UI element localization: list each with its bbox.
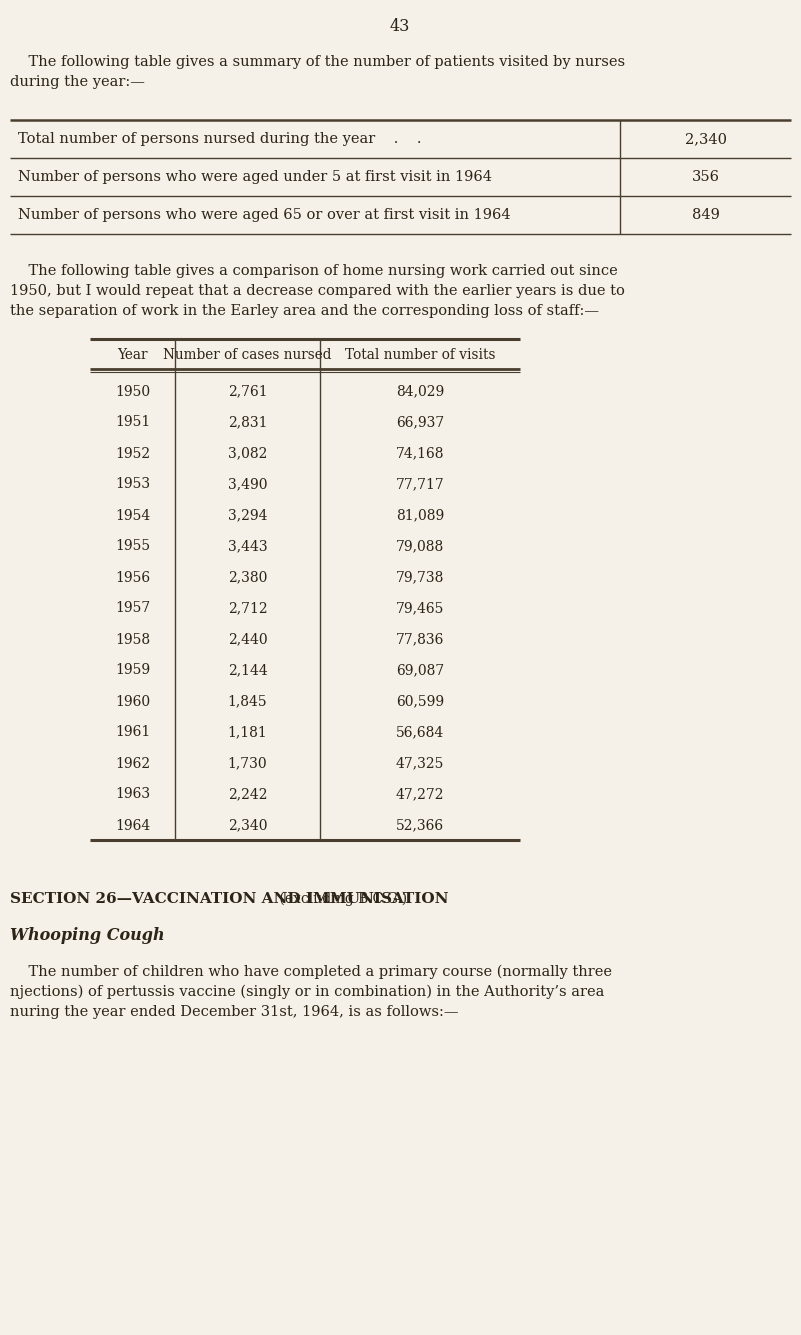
Text: 1950: 1950 [115,384,150,399]
Text: 3,082: 3,082 [227,446,268,461]
Text: 47,325: 47,325 [396,757,445,770]
Text: 56,684: 56,684 [396,725,444,740]
Text: 1954: 1954 [115,509,150,522]
Text: 2,340: 2,340 [227,818,268,833]
Text: 77,717: 77,717 [396,478,445,491]
Text: 74,168: 74,168 [396,446,445,461]
Text: 77,836: 77,836 [396,633,445,646]
Text: 1955: 1955 [115,539,150,554]
Text: Year: Year [117,348,147,362]
Text: 47,272: 47,272 [396,788,445,801]
Text: 2,340: 2,340 [685,132,727,146]
Text: 1950, but I would repeat that a decrease compared with the earlier years is due : 1950, but I would repeat that a decrease… [10,284,625,298]
Text: Number of persons who were aged under 5 at first visit in 1964: Number of persons who were aged under 5 … [18,170,492,184]
Text: 69,087: 69,087 [396,663,444,677]
Text: (excluding B.C.G.): (excluding B.C.G.) [276,892,408,906]
Text: 2,761: 2,761 [227,384,268,399]
Text: 1958: 1958 [115,633,150,646]
Text: Total number of persons nursed during the year    .    .: Total number of persons nursed during th… [18,132,421,146]
Text: 79,465: 79,465 [396,602,445,615]
Text: njections) of pertussis vaccine (singly or in combination) in the Authority’s ar: njections) of pertussis vaccine (singly … [10,985,605,1000]
Text: 356: 356 [691,170,719,184]
Text: 849: 849 [691,208,719,222]
Text: 1,181: 1,181 [227,725,268,740]
Text: 79,738: 79,738 [396,570,445,585]
Text: 84,029: 84,029 [396,384,444,399]
Text: 2,712: 2,712 [227,602,268,615]
Text: 1,845: 1,845 [227,694,268,709]
Text: 3,443: 3,443 [227,539,268,554]
Text: 2,144: 2,144 [227,663,268,677]
Text: 1,730: 1,730 [227,757,268,770]
Text: 1959: 1959 [115,663,150,677]
Text: The following table gives a summary of the number of patients visited by nurses: The following table gives a summary of t… [10,55,625,69]
Text: 79,088: 79,088 [396,539,444,554]
Text: nuring the year ended December 31st, 1964, is as follows:—: nuring the year ended December 31st, 196… [10,1005,458,1019]
Text: 3,294: 3,294 [227,509,268,522]
Text: the separation of work in the Earley area and the corresponding loss of staff:—: the separation of work in the Earley are… [10,304,599,318]
Text: Whooping Cough: Whooping Cough [10,926,165,944]
Text: 2,242: 2,242 [227,788,268,801]
Text: 60,599: 60,599 [396,694,444,709]
Text: 1962: 1962 [115,757,150,770]
Text: 81,089: 81,089 [396,509,444,522]
Text: 3,490: 3,490 [227,478,268,491]
Text: 1963: 1963 [115,788,150,801]
Text: 52,366: 52,366 [396,818,444,833]
Text: 2,831: 2,831 [227,415,268,430]
Text: 2,440: 2,440 [227,633,268,646]
Text: The number of children who have completed a primary course (normally three: The number of children who have complete… [10,965,612,980]
Text: The following table gives a comparison of home nursing work carried out since: The following table gives a comparison o… [10,264,618,278]
Text: 66,937: 66,937 [396,415,444,430]
Text: SECTION 26—VACCINATION AND IMMUNISATION: SECTION 26—VACCINATION AND IMMUNISATION [10,892,449,906]
Text: 1953: 1953 [115,478,150,491]
Text: 2,380: 2,380 [227,570,268,585]
Text: Total number of visits: Total number of visits [344,348,495,362]
Text: 1964: 1964 [115,818,150,833]
Text: 1956: 1956 [115,570,150,585]
Text: 1961: 1961 [115,725,150,740]
Text: Number of persons who were aged 65 or over at first visit in 1964: Number of persons who were aged 65 or ov… [18,208,510,222]
Text: 1957: 1957 [115,602,150,615]
Text: during the year:—: during the year:— [10,75,145,89]
Text: Number of cases nursed: Number of cases nursed [163,348,332,362]
Text: 1951: 1951 [115,415,150,430]
Text: 1952: 1952 [115,446,150,461]
Text: 43: 43 [390,17,410,35]
Text: 1960: 1960 [115,694,150,709]
